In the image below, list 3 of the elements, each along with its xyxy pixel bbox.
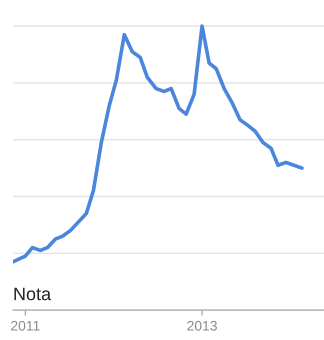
x-tick-label: 2011 (11, 320, 40, 331)
annotation: Nota (14, 288, 52, 300)
x-tick-label: 2013 (187, 320, 217, 331)
